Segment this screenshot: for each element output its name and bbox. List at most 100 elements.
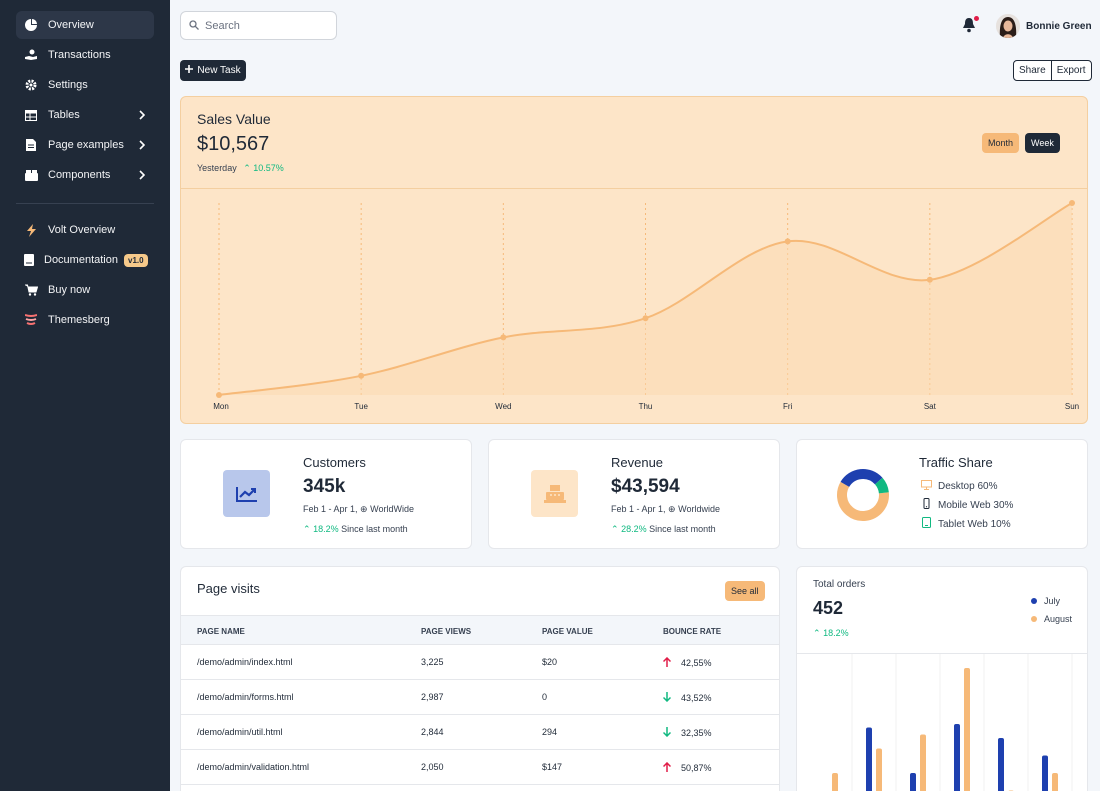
sidebar-divider: [16, 203, 154, 204]
table-row: /demo/admin/util.html 2,844 294 32,35%: [181, 715, 779, 750]
sidebar-item-transactions[interactable]: Transactions: [16, 41, 154, 69]
hand-coin-icon: [24, 48, 38, 62]
traffic-title: Traffic Share: [919, 455, 993, 470]
arrow-up-icon: [662, 656, 672, 669]
sidebar: Overview Transactions Settings Tables Pa…: [0, 0, 170, 791]
chevron-right-icon: [136, 138, 148, 152]
x-tick-label: Thu: [639, 402, 653, 411]
customers-value: 345k: [303, 476, 346, 497]
sidebar-item-tables[interactable]: Tables: [16, 101, 154, 129]
sidebar-link-label: Themesberg: [48, 314, 110, 326]
bounce-rate-cell: 42,55%: [662, 656, 712, 669]
caret-up-icon: ⌃: [243, 163, 251, 173]
page-name-cell[interactable]: /demo/admin/index.html: [197, 657, 293, 667]
orders-bar-chart: [832, 654, 1073, 791]
search-box[interactable]: [180, 11, 337, 40]
page-value-cell: 0: [542, 692, 548, 702]
sales-subtitle: Yesterday ⌃ 10.57%: [197, 163, 284, 174]
page-name-cell[interactable]: /demo/admin/validation.html: [197, 762, 310, 772]
sidebar-item-label: Tables: [48, 109, 80, 121]
chart-up-icon: [223, 470, 270, 517]
table-header: PAGE NAME PAGE VIEWS PAGE VALUE BOUNCE R…: [181, 615, 779, 645]
customers-change: 18.2%: [313, 524, 339, 534]
donut-slice: [837, 469, 889, 521]
x-tick-label: Mon: [213, 402, 229, 411]
x-tick-label: Sat: [924, 402, 937, 411]
sidebar-item-page-examples[interactable]: Page examples: [16, 131, 154, 159]
page-name-cell[interactable]: /demo/admin/util.html: [197, 727, 283, 737]
sidebar-item-label: Settings: [48, 79, 88, 91]
sidebar-item-settings[interactable]: Settings: [16, 71, 154, 99]
page-value-cell: 294: [542, 727, 558, 737]
gear-icon: [24, 78, 38, 92]
bar: [876, 748, 882, 791]
revenue-region: Worldwide: [678, 504, 720, 514]
chevron-right-icon: [136, 168, 148, 182]
page-name-cell[interactable]: /demo/admin/forms.html: [197, 692, 294, 702]
week-toggle-button[interactable]: Week: [1025, 133, 1060, 153]
total-orders-change: ⌃ 18.2%: [813, 628, 849, 639]
bounce-rate-value: 43,52%: [681, 693, 712, 703]
sales-line-chart: Mon Tue Wed Thu Fri Sat Sun: [213, 200, 1079, 411]
customers-region: WorldWide: [370, 504, 414, 514]
page-views-cell: 2,050: [421, 762, 444, 772]
orders-divider: [797, 653, 1087, 654]
sidebar-item-overview[interactable]: Overview: [16, 11, 154, 39]
bar: [1052, 773, 1058, 791]
sidebar-item-label: Components: [48, 169, 111, 181]
bounce-rate-value: 32,35%: [681, 728, 712, 738]
arrow-up-icon: [662, 761, 672, 774]
sidebar-item-label: Transactions: [48, 49, 111, 61]
new-task-label: New Task: [197, 65, 241, 76]
plus-icon: [185, 65, 194, 76]
caret-up-icon: ⌃: [813, 628, 821, 638]
sales-value: $10,567: [197, 133, 270, 155]
revenue-range: Feb 1 - Apr 1, ⊕ Worldwide: [611, 504, 720, 515]
sidebar-link-volt-overview[interactable]: Volt Overview: [16, 216, 154, 244]
notification-bell-icon[interactable]: [962, 16, 979, 35]
column-header-page-value: PAGE VALUE: [542, 627, 593, 636]
export-button[interactable]: Export: [1050, 61, 1091, 80]
globe-icon: ⊕: [668, 504, 676, 514]
notification-dot: [974, 16, 979, 21]
bounce-rate-cell: 32,35%: [662, 727, 712, 739]
page-value-cell: $147: [542, 762, 563, 772]
legend-august: August: [1031, 614, 1072, 624]
sidebar-item-components[interactable]: Components: [16, 161, 154, 189]
sidebar-link-documentation[interactable]: Documentation v1.0: [16, 246, 154, 274]
bar: [1042, 755, 1048, 791]
mobile-icon: [921, 498, 932, 512]
bounce-rate-cell: 43,52%: [662, 692, 712, 704]
bounce-rate-value: 50,87%: [681, 763, 712, 773]
table-row: /demo/admin/validation.html 2,050 $147 5…: [181, 750, 779, 785]
share-export-group: Share Export: [1013, 60, 1092, 81]
share-button[interactable]: Share: [1019, 65, 1046, 76]
data-point: [642, 315, 649, 322]
sales-change: ⌃ 10.57%: [243, 163, 284, 173]
revenue-trend: ⌃ 28.2% Since last month: [611, 524, 716, 535]
sidebar-link-themesberg[interactable]: Themesberg: [16, 306, 154, 334]
bounce-rate-value: 42,55%: [681, 658, 712, 668]
see-all-button[interactable]: See all: [725, 581, 765, 601]
avatar[interactable]: [996, 14, 1020, 38]
customers-card: Customers 345k Feb 1 - Apr 1, ⊕ WorldWid…: [180, 439, 472, 549]
column-header-bounce-rate: BOUNCE RATE: [663, 627, 722, 636]
bar: [964, 668, 970, 791]
bar: [920, 734, 926, 791]
traffic-share-card: Traffic Share Desktop 60% Mobile Web 30%…: [796, 439, 1088, 549]
page-value-cell: $20: [542, 657, 558, 667]
user-name[interactable]: Bonnie Green: [1026, 21, 1092, 32]
sales-period: Yesterday: [197, 163, 237, 173]
new-task-button[interactable]: New Task: [180, 60, 246, 81]
x-tick-label: Tue: [354, 402, 368, 411]
series-area: [219, 203, 1072, 395]
search-input[interactable]: [205, 19, 325, 32]
caret-up-icon: ⌃: [303, 524, 311, 534]
total-orders-title: Total orders: [813, 579, 866, 590]
bar: [866, 727, 872, 791]
month-toggle-button[interactable]: Month: [982, 133, 1020, 153]
bounce-rate-cell: 50,87%: [662, 761, 712, 774]
customers-range-dates: Feb 1 - Apr 1,: [303, 504, 358, 514]
sidebar-link-buy-now[interactable]: Buy now: [16, 276, 154, 304]
total-orders-change-value: 18.2%: [823, 628, 849, 638]
